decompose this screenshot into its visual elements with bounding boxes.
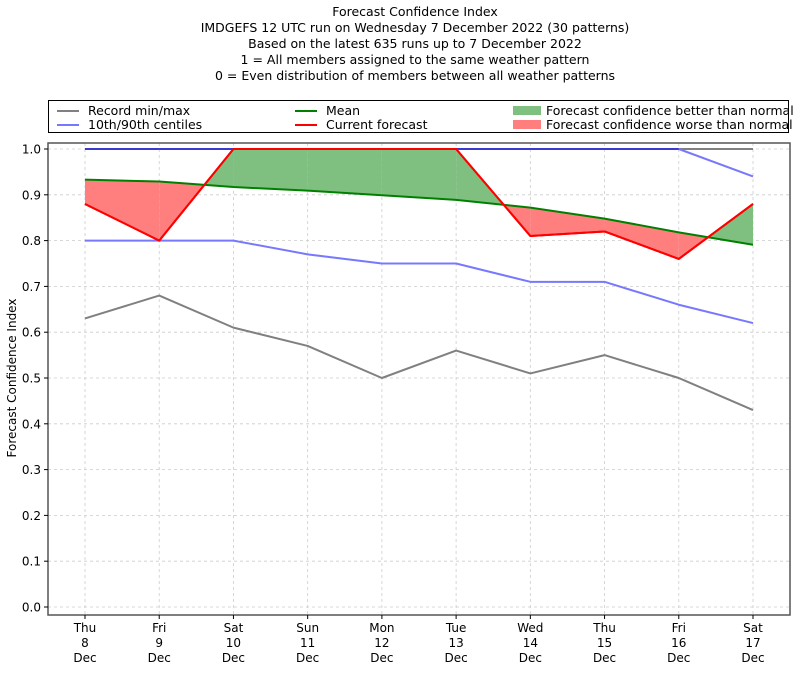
x-axis: Thu8DecFri9DecSat10DecSun11DecMon12DecTu… — [73, 615, 765, 665]
x-tick-label: Dec — [148, 651, 171, 665]
y-tick-label: 0.0 — [22, 601, 41, 615]
legend-swatch-better — [513, 106, 541, 115]
legend-label-worse: Forecast confidence worse than normal — [546, 117, 793, 132]
chart-subtitle-4: 0 = Even distribution of members between… — [214, 68, 616, 83]
y-axis: 0.0 0.1 0.2 0.3 0.4 0.5 0.6 0.7 0.8 0.9 1.0 — [22, 143, 48, 615]
legend-entry-mean: Mean — [295, 103, 360, 118]
legend-swatch-worse — [513, 120, 541, 129]
plot-frame — [47, 142, 791, 616]
x-tick-label: 8 — [81, 636, 89, 650]
y-tick-label: 0.1 — [22, 555, 41, 569]
y-axis-label: Forecast Confidence Index — [5, 299, 19, 458]
fill-better-segment — [307, 149, 382, 196]
x-tick-label: Dec — [444, 651, 467, 665]
x-tick-label: 13 — [448, 636, 463, 650]
series-line-mean — [84, 178, 754, 246]
x-tick-label: Thu — [592, 621, 616, 635]
legend-label-centiles: 10th/90th centiles — [88, 117, 203, 132]
x-tick-label: Dec — [296, 651, 319, 665]
x-tick-label: Dec — [593, 651, 616, 665]
legend: Record min/max 10th/90th centiles Mean C… — [48, 100, 794, 133]
x-tick-label: 9 — [155, 636, 163, 650]
x-tick-label: Mon — [369, 621, 394, 635]
series-lines — [84, 148, 754, 411]
series-line-10th-centile — [85, 239, 754, 325]
y-tick-label: 0.3 — [22, 463, 41, 477]
y-tick-label: 0.9 — [22, 188, 41, 202]
y-tick-label: 1.0 — [22, 143, 41, 157]
x-tick-label: 17 — [745, 636, 760, 650]
chart-subtitle-2: Based on the latest 635 runs up to 7 Dec… — [248, 36, 582, 51]
x-tick-label: 14 — [523, 636, 538, 650]
legend-entry-better: Forecast confidence better than normal — [513, 103, 794, 118]
legend-label-current: Current forecast — [326, 117, 428, 132]
legend-label-record: Record min/max — [88, 103, 191, 118]
series-line-current-forecast-top — [84, 148, 754, 260]
y-tick-label: 0.5 — [22, 372, 41, 386]
x-tick-label: Wed — [517, 621, 543, 635]
confidence-fills — [85, 149, 753, 259]
legend-entry-worse: Forecast confidence worse than normal — [513, 117, 793, 132]
x-tick-label: 11 — [300, 636, 315, 650]
x-tick-label: Dec — [73, 651, 96, 665]
legend-entry-current: Current forecast — [295, 117, 427, 132]
x-tick-label: Dec — [370, 651, 393, 665]
legend-swatch-record — [57, 109, 79, 112]
fill-better-segment — [381, 149, 457, 200]
chart-subtitle-3: 1 = All members assigned to the same wea… — [240, 52, 590, 67]
fill-better-segment — [708, 203, 753, 245]
x-tick-label: Dec — [519, 651, 542, 665]
fill-worse-segment — [604, 218, 679, 259]
x-tick-label: 15 — [597, 636, 612, 650]
x-tick-label: 16 — [671, 636, 686, 650]
y-tick-label: 0.2 — [22, 509, 41, 523]
y-tick-label: 0.6 — [22, 326, 41, 340]
series-line-record-min — [84, 294, 754, 411]
chart-title-block: Forecast Confidence Index IMDGEFS 12 UTC… — [0, 4, 800, 84]
x-tick-label: Dec — [222, 651, 245, 665]
legend-entry-record: Record min/max — [57, 103, 190, 118]
legend-swatch-centiles — [57, 123, 79, 126]
x-tick-label: Fri — [672, 621, 686, 635]
y-tick-label: 0.4 — [22, 417, 41, 431]
x-tick-label: Fri — [152, 621, 166, 635]
x-tick-label: Dec — [667, 651, 690, 665]
fill-worse-segment — [85, 179, 160, 241]
chart-title: Forecast Confidence Index — [332, 4, 498, 19]
fill-better-segment — [233, 149, 308, 191]
chart-subtitle-1: IMDGEFS 12 UTC run on Wednesday 7 Decemb… — [200, 20, 630, 35]
x-tick-label: Sun — [296, 621, 319, 635]
x-tick-label: Thu — [73, 621, 97, 635]
legend-entry-centiles: 10th/90th centiles — [57, 117, 202, 132]
legend-swatch-mean — [295, 109, 317, 112]
x-tick-label: Dec — [741, 651, 764, 665]
fill-worse-segment — [530, 207, 605, 237]
legend-swatch-current — [295, 123, 317, 126]
legend-label-mean: Mean — [326, 103, 361, 118]
x-tick-label: Tue — [445, 621, 467, 635]
x-tick-label: Sat — [743, 621, 763, 635]
x-tick-label: Sat — [224, 621, 244, 635]
legend-label-better: Forecast confidence better than normal — [546, 103, 794, 118]
y-tick-label: 0.8 — [22, 234, 41, 248]
y-tick-label: 0.7 — [22, 280, 41, 294]
x-tick-label: 12 — [374, 636, 389, 650]
x-tick-label: 10 — [226, 636, 241, 650]
